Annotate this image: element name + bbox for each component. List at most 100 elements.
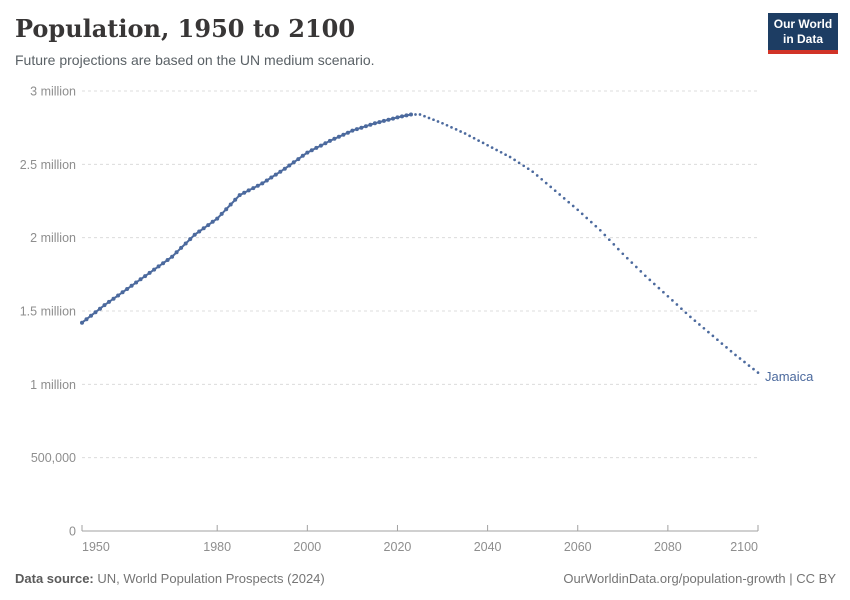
projection-point — [698, 323, 701, 326]
projection-point — [639, 270, 643, 273]
data-point — [296, 157, 301, 162]
data-point — [161, 261, 166, 266]
y-tick-label: 1 million — [30, 378, 76, 392]
data-point — [395, 115, 400, 120]
data-point — [300, 153, 305, 158]
y-tick-label: 500,000 — [31, 451, 76, 465]
data-point — [129, 283, 134, 288]
data-point — [264, 178, 269, 183]
projection-point — [549, 185, 553, 189]
x-tick-label: 2040 — [474, 540, 502, 554]
data-point — [309, 148, 314, 153]
data-point — [359, 125, 364, 130]
x-tick-label: 1950 — [82, 540, 110, 554]
owid-logo[interactable]: Our World in Data — [768, 13, 838, 54]
projection-point — [477, 139, 480, 142]
data-point — [318, 143, 323, 148]
data-point — [242, 190, 247, 195]
data-point — [215, 216, 220, 221]
data-point — [102, 303, 107, 308]
data-point — [107, 299, 111, 304]
projection-point — [531, 170, 535, 174]
y-tick-label: 3 million — [30, 85, 76, 99]
projection-point — [738, 357, 742, 360]
series-label-jamaica[interactable]: Jamaica — [765, 369, 814, 384]
projection-point — [414, 113, 417, 116]
projection-point — [734, 353, 737, 357]
x-tick-label: 2020 — [384, 540, 412, 554]
projection-point — [657, 286, 661, 290]
data-point — [179, 245, 184, 250]
projection-point — [594, 224, 598, 228]
data-point — [192, 232, 197, 237]
projection-point — [643, 274, 647, 278]
data-point — [89, 313, 93, 318]
data-point — [233, 197, 238, 202]
projection-point — [504, 153, 507, 157]
projection-point — [490, 146, 494, 149]
data-point — [282, 166, 287, 171]
projection-point — [707, 330, 710, 334]
projection-point — [729, 349, 733, 353]
x-tick-label: 2060 — [564, 540, 592, 554]
projection-point — [450, 126, 453, 129]
projection-point — [671, 299, 674, 302]
data-point — [170, 254, 175, 259]
projection-point — [666, 294, 670, 298]
data-point — [183, 241, 188, 246]
x-tick-label: 1980 — [203, 540, 231, 554]
projection-point — [689, 315, 692, 319]
projection-point — [522, 164, 526, 168]
projection-point — [720, 342, 724, 345]
data-point — [174, 250, 179, 255]
projection-point — [702, 326, 706, 330]
projection-point — [427, 116, 431, 120]
data-point — [201, 226, 206, 231]
projection-point — [725, 346, 728, 349]
data-point — [336, 134, 341, 139]
data-point — [246, 188, 251, 193]
projection-point — [576, 208, 580, 212]
projection-point — [585, 216, 589, 220]
projection-point — [544, 181, 548, 185]
data-point — [368, 122, 373, 127]
data-point — [237, 193, 242, 198]
projection-point — [558, 193, 562, 196]
data-point — [260, 181, 265, 186]
data-point — [269, 175, 274, 180]
data-point — [206, 223, 211, 228]
projection-point — [436, 120, 440, 123]
projection-point — [454, 128, 458, 131]
x-tick-label: 2000 — [293, 540, 321, 554]
data-point — [305, 150, 310, 155]
x-tick-label: 2080 — [654, 540, 682, 554]
projection-point — [652, 282, 656, 286]
projection-point — [580, 212, 584, 216]
projection-point — [589, 220, 593, 224]
data-point — [80, 320, 84, 325]
projection-point — [743, 360, 746, 364]
page-title: Population, 1950 to 2100 — [15, 14, 356, 43]
series-jamaica[interactable] — [80, 112, 760, 374]
projection-point — [662, 290, 665, 294]
projection-point — [680, 307, 683, 311]
data-point — [372, 121, 377, 126]
data-point — [125, 287, 130, 291]
projection-point — [562, 197, 566, 200]
y-tick-label: 2.5 million — [20, 158, 76, 172]
projection-point — [486, 143, 489, 147]
projection-point — [621, 252, 625, 256]
projection-point — [648, 278, 652, 282]
projection-point — [463, 132, 467, 135]
data-point — [143, 274, 148, 279]
projection-point — [756, 371, 760, 374]
data-point — [386, 117, 391, 122]
projection-point — [616, 247, 620, 251]
data-point — [210, 219, 215, 224]
projection-point — [716, 338, 719, 342]
data-point — [255, 183, 260, 188]
x-tick-label: 2100 — [730, 540, 758, 554]
data-point — [287, 163, 292, 168]
